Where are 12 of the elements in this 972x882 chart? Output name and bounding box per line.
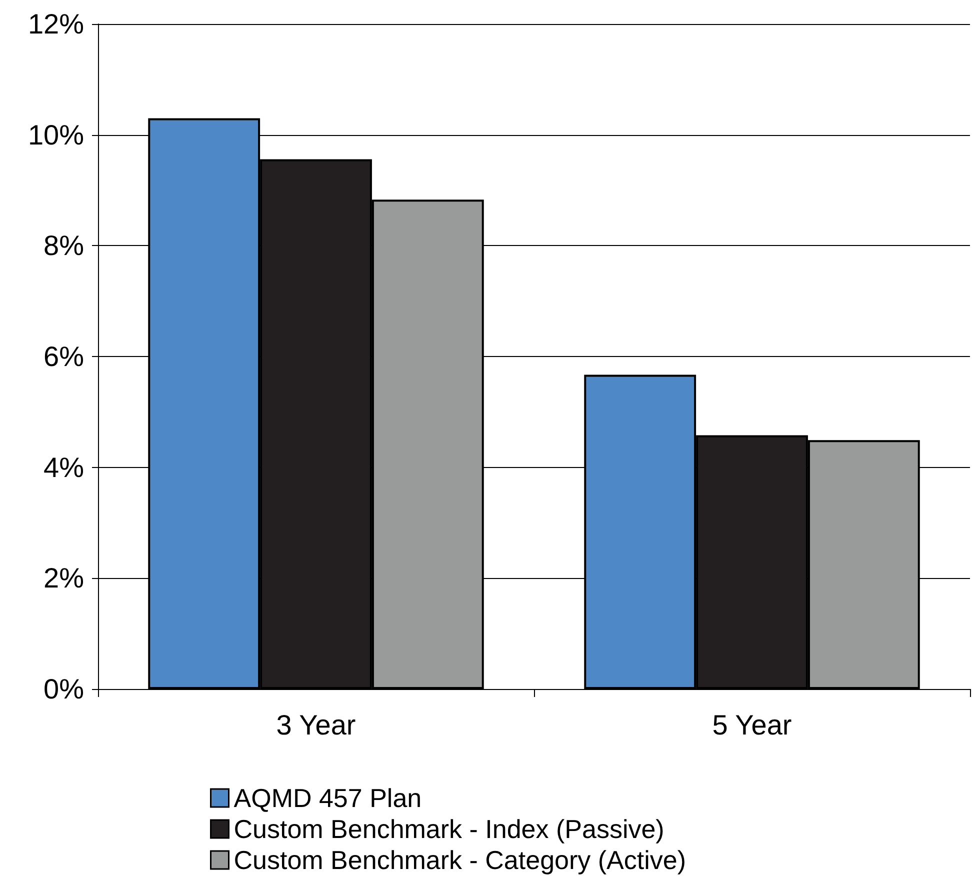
- legend-label: Custom Benchmark - Category (Active): [234, 845, 686, 875]
- x-tick-label: 3 Year: [276, 710, 356, 740]
- y-tick-label: 2%: [44, 562, 84, 594]
- x-tick-label: 5 Year: [712, 710, 792, 740]
- legend-label: Custom Benchmark - Index (Passive): [234, 814, 664, 844]
- y-tick-label: 10%: [28, 119, 84, 150]
- legend-label: AQMD 457 Plan: [234, 783, 422, 813]
- y-tick-label: 8%: [44, 230, 84, 262]
- y-tick-label: 0%: [44, 674, 84, 704]
- y-tick-label: 4%: [44, 452, 84, 483]
- y-tick-label: 6%: [44, 341, 84, 372]
- y-tick-label: 12%: [28, 8, 84, 40]
